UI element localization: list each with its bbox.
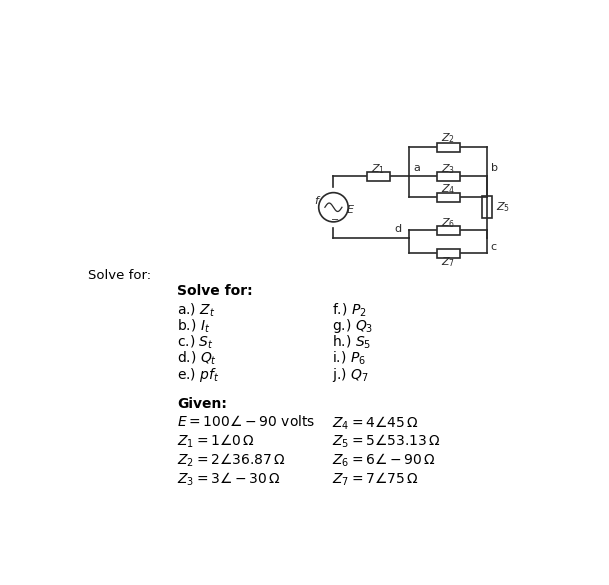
Bar	[437, 192, 460, 202]
Bar	[367, 172, 390, 181]
Text: f: f	[314, 196, 319, 206]
Bar	[437, 143, 460, 152]
Text: Solve for:: Solve for:	[88, 269, 151, 282]
Text: $E = 100\angle-90$ volts: $E = 100\angle-90$ volts	[177, 414, 315, 429]
Text: $Z_2 = 2\angle36.87\,\Omega$: $Z_2 = 2\angle36.87\,\Omega$	[177, 452, 285, 469]
Text: c.) $S_t$: c.) $S_t$	[177, 333, 214, 351]
Text: $Z_5 = 5\angle53.13\,\Omega$: $Z_5 = 5\angle53.13\,\Omega$	[332, 433, 441, 450]
Text: d.) $Q_t$: d.) $Q_t$	[177, 350, 217, 367]
Text: c: c	[491, 242, 497, 252]
Text: $Z_1$: $Z_1$	[371, 162, 385, 176]
Text: $Z_6$: $Z_6$	[441, 216, 456, 229]
Text: $Z_4 = 4\angle45\,\Omega$: $Z_4 = 4\angle45\,\Omega$	[332, 414, 418, 432]
Bar	[437, 172, 460, 181]
Text: a.) $Z_t$: a.) $Z_t$	[177, 301, 215, 319]
Text: $Z_7 = 7\angle75\,\Omega$: $Z_7 = 7\angle75\,\Omega$	[332, 470, 418, 487]
Text: h.) $S_5$: h.) $S_5$	[332, 333, 371, 351]
Text: b.) $I_t$: b.) $I_t$	[177, 318, 210, 335]
Text: $Z_1 = 1\angle0\,\Omega$: $Z_1 = 1\angle0\,\Omega$	[177, 433, 255, 450]
Text: g.) $Q_3$: g.) $Q_3$	[332, 318, 373, 335]
Text: $-$: $-$	[331, 213, 340, 223]
Text: $Z_5$: $Z_5$	[496, 200, 510, 214]
Bar	[437, 226, 460, 235]
Text: j.) $Q_7$: j.) $Q_7$	[332, 366, 368, 384]
Text: $Z_3 = 3\angle-30\,\Omega$: $Z_3 = 3\angle-30\,\Omega$	[177, 470, 281, 487]
Text: $Z_6 = 6\angle-90\,\Omega$: $Z_6 = 6\angle-90\,\Omega$	[332, 452, 435, 469]
Text: e.) $pf_t$: e.) $pf_t$	[177, 366, 219, 384]
Text: d: d	[395, 224, 401, 234]
Text: a: a	[414, 163, 420, 173]
Bar	[482, 197, 491, 218]
Text: f.) $P_2$: f.) $P_2$	[332, 301, 367, 319]
Text: Solve for:: Solve for:	[177, 284, 253, 298]
Text: i.) $P_6$: i.) $P_6$	[332, 350, 366, 367]
Text: b: b	[491, 163, 498, 173]
Text: $Z_4$: $Z_4$	[441, 183, 456, 197]
Text: E: E	[347, 205, 354, 215]
Text: $Z_7$: $Z_7$	[441, 255, 455, 269]
Text: $Z_3$: $Z_3$	[441, 162, 455, 176]
Bar	[437, 249, 460, 258]
Text: $Z_2$: $Z_2$	[441, 131, 455, 145]
Text: Given:: Given:	[177, 397, 227, 411]
